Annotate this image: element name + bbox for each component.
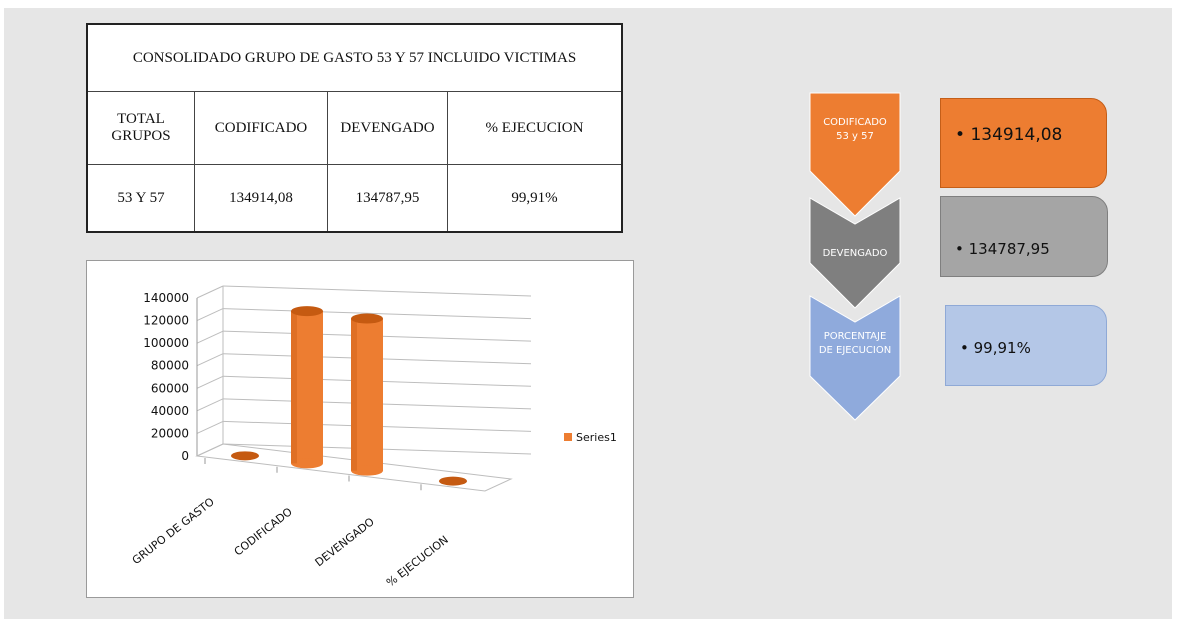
x-tick-label: DEVENGADO [313, 515, 377, 569]
table-title: CONSOLIDADO GRUPO DE GASTO 53 Y 57 INCLU… [86, 23, 623, 92]
x-tick-label: GRUPO DE GASTO [130, 495, 217, 567]
bar[interactable] [291, 311, 323, 464]
wall-gridline [196, 375, 224, 389]
bar-top [291, 306, 323, 317]
bar-shade [291, 311, 297, 464]
cell-ejecucion: 99,91% [447, 164, 623, 233]
y-tick-label: 120000 [143, 314, 189, 328]
value-ejecucion: 99,91% [973, 339, 1031, 357]
wall-gridline [196, 420, 224, 434]
y-tick-label: 0 [181, 449, 189, 463]
wall-gridline [196, 285, 224, 299]
bar-base [351, 465, 383, 476]
bullet: • [955, 125, 966, 145]
bullet: • [955, 240, 964, 258]
summary-table: CONSOLIDADO GRUPO DE GASTO 53 Y 57 INCLU… [86, 23, 623, 233]
gridline [222, 285, 532, 297]
wall-gridline [196, 398, 224, 412]
y-tick-label: 80000 [151, 359, 189, 373]
bar-top [351, 313, 383, 324]
y-tick-label: 100000 [143, 336, 189, 350]
value-devengado: 134787,95 [968, 240, 1050, 258]
value-box-ejecucion: • 99,91% [945, 305, 1107, 386]
x-tick-label: % EJECUCION [384, 533, 451, 589]
y-tick-label: 60000 [151, 381, 189, 395]
y-tick-label: 20000 [151, 426, 189, 440]
bar[interactable] [439, 476, 467, 486]
bar-base [291, 458, 323, 469]
header-devengado: DEVENGADO [327, 91, 448, 165]
legend-label: Series1 [576, 431, 617, 444]
cell-grupos: 53 Y 57 [86, 164, 195, 233]
header-ejecucion: % EJECUCION [447, 91, 623, 165]
chart-canvas: 140000 120000 100000 80000 60000 40000 20000 0 G… [130, 285, 617, 589]
cell-codificado: 134914,08 [194, 164, 328, 233]
bar[interactable] [231, 451, 259, 461]
chart-floor [195, 443, 513, 492]
x-tick-label: CODIFICADO [232, 505, 295, 559]
y-tick-label: 140000 [143, 291, 189, 305]
header-codificado: CODIFICADO [194, 91, 328, 165]
value-box-devengado: • 134787,95 [940, 196, 1108, 277]
bar[interactable] [351, 318, 383, 471]
wall-gridline [196, 308, 224, 322]
wall-gridline [196, 353, 224, 367]
bar-shade [351, 318, 357, 471]
wall-gridline [196, 330, 224, 344]
y-tick-label: 40000 [151, 404, 189, 418]
bar-chart[interactable]: 140000 120000 100000 80000 60000 40000 20000 0 G… [86, 260, 634, 598]
cell-devengado: 134787,95 [327, 164, 448, 233]
header-total-grupos: TOTAL GRUPOS [86, 91, 195, 165]
value-box-codificado: • 134914,08 [940, 98, 1107, 188]
bullet: • [960, 339, 969, 357]
gridline [222, 308, 532, 320]
value-codificado: 134914,08 [970, 125, 1063, 145]
legend-swatch [564, 433, 572, 441]
